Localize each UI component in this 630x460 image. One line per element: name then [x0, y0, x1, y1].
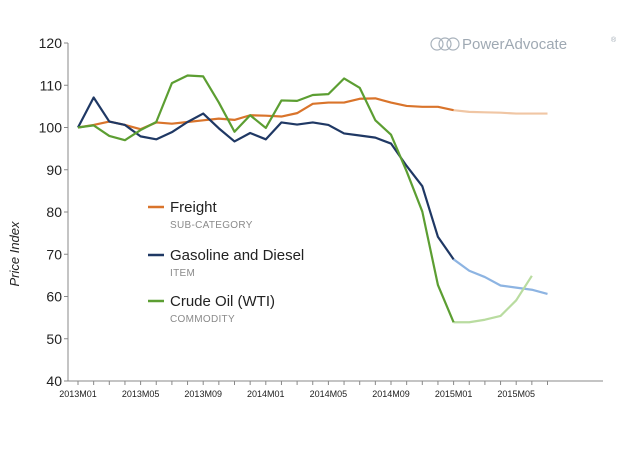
y-tick-label: 40 [46, 373, 62, 389]
x-tick-label: 2015M01 [435, 389, 473, 399]
x-tick-label: 2014M05 [310, 389, 348, 399]
legend-item-freight: Freight SUB-CATEGORY [148, 199, 253, 231]
x-tick-label: 2015M05 [497, 389, 535, 399]
logo: PowerAdvocate ® [430, 36, 617, 53]
y-tick-label: 110 [40, 77, 63, 93]
y-tick-label: 100 [39, 120, 63, 136]
series-crude-oil-wti [77, 74, 533, 324]
series-freight [77, 97, 548, 131]
legend-category-freight: SUB-CATEGORY [170, 220, 253, 231]
y-tick-label: 60 [46, 289, 62, 305]
poweradvocate-logo-icon [430, 37, 460, 51]
logo-text: PowerAdvocate [462, 36, 567, 53]
x-tick-label: 2014M09 [372, 389, 410, 399]
series-line-forecast-crude-oil-wti [453, 275, 533, 324]
series-line-crude-oil-wti [77, 74, 455, 323]
legend-label-crude-oil: Crude Oil (WTI) [170, 293, 275, 310]
y-tick-label: 90 [46, 162, 62, 178]
y-axis: 40 50 60 70 80 90 100 110 120 [39, 35, 69, 389]
x-tick-label: 2014M01 [247, 389, 285, 399]
legend-category-crude-oil: COMMODITY [170, 314, 235, 325]
x-axis: 2013M01 2013M05 2013M09 2014M01 2014M05 2014M… [59, 380, 603, 399]
legend-item-crude-oil: Crude Oil (WTI) COMMODITY [148, 293, 275, 325]
legend-item-gasoline: Gasoline and Diesel ITEM [148, 247, 304, 279]
x-tick-label: 2013M05 [122, 389, 160, 399]
series-gasoline-and-diesel [77, 96, 548, 296]
y-tick-label: 50 [46, 331, 62, 347]
registered-mark: ® [611, 36, 617, 44]
x-tick-label: 2013M09 [184, 389, 222, 399]
y-tick-label: 120 [39, 35, 63, 51]
series-line-freight [77, 97, 454, 131]
x-tick-label: 2013M01 [59, 389, 97, 399]
y-tick-label: 80 [46, 204, 62, 220]
legend-category-gasoline: ITEM [170, 268, 195, 279]
y-tick-label: 70 [46, 246, 62, 262]
legend: Freight SUB-CATEGORY Gasoline and Diesel… [148, 199, 304, 325]
y-axis-label: Price Index [7, 221, 22, 287]
series-line-gasoline-and-diesel [77, 96, 455, 260]
legend-label-freight: Freight [170, 199, 218, 216]
series-line-forecast-gasoline-and-diesel [452, 258, 548, 296]
legend-label-gasoline: Gasoline and Diesel [170, 247, 304, 264]
series-layer [77, 74, 548, 324]
series-line-forecast-freight [453, 109, 548, 115]
